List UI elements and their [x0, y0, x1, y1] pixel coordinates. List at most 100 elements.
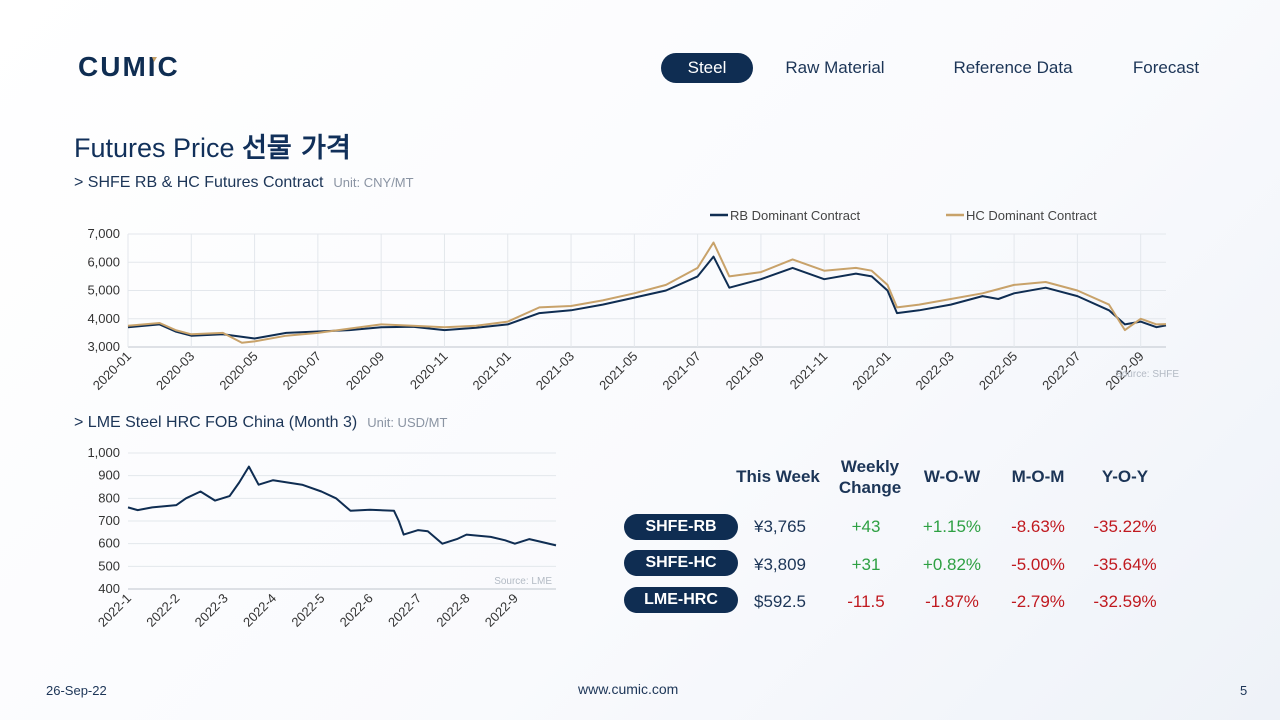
x-tick-label: 2022-05: [976, 349, 1020, 393]
x-tick-label: 2022-7: [385, 591, 424, 630]
x-tick-label: 2020-01: [90, 349, 134, 393]
cumic-logo: CUMIC: [78, 53, 180, 79]
footer-website[interactable]: www.cumic.com: [578, 681, 679, 697]
chart2-series: [127, 465, 557, 547]
series-line-1: [127, 465, 557, 547]
x-tick-label: 2021-03: [533, 349, 577, 393]
row-lme-hrc-wow: -1.87%: [925, 592, 979, 611]
x-tick-label: 2021-05: [596, 349, 640, 393]
page-title: Futures Price 선물 가격: [74, 126, 351, 165]
y-tick-label: 800: [98, 490, 120, 505]
row-shfe-hc-price: ¥3,809: [754, 555, 806, 574]
y-tick-label: 3,000: [87, 339, 120, 354]
x-tick-label: 2022-9: [482, 591, 521, 630]
section1-subtitle: > SHFE RB & HC Futures Contract Unit: CNY…: [74, 174, 414, 192]
x-tick-label: 2022-01: [849, 349, 893, 393]
chart1-x-ticks: 2020-01 2020-03 2020-05 2020-07 2020-09 2020-…: [90, 349, 1147, 393]
nav-tab-steel[interactable]: Steel: [661, 53, 753, 83]
top-nav: Steel Raw Material Reference Data Foreca…: [0, 53, 1280, 83]
header-this-week: This Week: [736, 467, 820, 486]
row-label-shfe-rb: SHFE-RB: [624, 514, 738, 540]
x-tick-label: 2022-5: [288, 591, 327, 630]
x-tick-label: 2020-05: [216, 349, 260, 393]
row-shfe-hc-yoy: -35.64%: [1093, 555, 1157, 574]
section2-unit: Unit: USD/MT: [367, 415, 448, 430]
x-tick-label: 2021-07: [659, 349, 703, 393]
page-title-ko: 선물 가격: [242, 133, 351, 164]
row-lme-hrc-yoy: -32.59%: [1093, 592, 1157, 611]
section1-title: > SHFE RB & HC Futures Contract: [74, 174, 324, 191]
row-shfe-rb-change: +43: [851, 517, 881, 536]
row-shfe-rb-mom: -8.63%: [1011, 517, 1065, 536]
series-line-2: [127, 241, 1167, 344]
y-tick-label: 7,000: [87, 226, 120, 241]
chart1-series: [127, 241, 1167, 344]
row-shfe-rb-yoy: -35.22%: [1093, 517, 1157, 536]
x-tick-label: 2021-09: [723, 349, 767, 393]
nav-tab-raw-material[interactable]: Raw Material: [785, 58, 885, 77]
row-shfe-hc-wow: +0.82%: [922, 555, 982, 574]
logo-text: CUMIC: [78, 53, 180, 79]
legend-rb-label: RB Dominant Contract: [730, 208, 860, 223]
header-mom: M-O-M: [1011, 467, 1065, 486]
header-weekly-change-line2: Change: [838, 478, 902, 497]
y-tick-label: 500: [98, 558, 120, 573]
y-tick-label: 700: [98, 513, 120, 528]
chart1-legend: RB Dominant Contract HC Dominant Contrac…: [710, 208, 1097, 223]
footer-date: 26-Sep-22: [46, 683, 107, 698]
chart2-y-ticks: 400 500 600 700 800 900 1,000: [87, 445, 120, 596]
x-tick-label: 2022-8: [433, 591, 472, 630]
chart1-gridlines: [127, 233, 1166, 348]
x-tick-label: 2022-2: [143, 591, 182, 630]
row-lme-hrc-change: -11.5: [847, 592, 885, 611]
y-tick-label: 900: [98, 468, 120, 483]
y-tick-label: 5,000: [87, 283, 120, 298]
header-wow: W-O-W: [923, 467, 981, 486]
header-weekly-change: Weekly Change: [828, 456, 912, 498]
logo-accent-mark: [152, 57, 157, 62]
x-tick-label: 2022-09: [1102, 349, 1146, 393]
chart2-x-ticks: 2022-1 2022-2 2022-3 2022-4 2022-5 2022-6 2022…: [95, 591, 521, 630]
x-tick-label: 2022-6: [337, 591, 376, 630]
x-tick-label: 2020-11: [407, 349, 451, 393]
x-tick-label: 2020-09: [343, 349, 387, 393]
nav-tab-forecast[interactable]: Forecast: [1132, 58, 1200, 77]
series-line-1: [127, 255, 1167, 340]
x-tick-label: 2020-07: [280, 349, 324, 393]
x-tick-label: 2022-03: [913, 349, 957, 393]
nav-tab-reference-data[interactable]: Reference Data: [953, 58, 1073, 77]
y-tick-label: 600: [98, 536, 120, 551]
x-tick-label: 2021-11: [787, 349, 831, 393]
x-tick-label: 2021-01: [470, 349, 514, 393]
x-tick-label: 2022-3: [192, 591, 231, 630]
y-tick-label: 4,000: [87, 311, 120, 326]
chart1-source: Source: SHFE: [1115, 369, 1179, 380]
chart1-y-ticks: 3,000 4,000 5,000 6,000 7,000: [87, 226, 120, 354]
section2-subtitle: > LME Steel HRC FOB China (Month 3) Unit:…: [74, 414, 447, 432]
chart2-gridlines: [128, 452, 556, 590]
y-tick-label: 1,000: [87, 445, 120, 460]
y-tick-label: 400: [98, 581, 120, 596]
section1-unit: Unit: CNY/MT: [333, 175, 414, 190]
x-tick-label: 2022-07: [1039, 349, 1083, 393]
row-shfe-hc-change: +31: [851, 555, 881, 574]
y-tick-label: 6,000: [87, 254, 120, 269]
legend-hc-label: HC Dominant Contract: [966, 208, 1097, 223]
header-yoy: Y-O-Y: [1101, 467, 1149, 486]
page-title-en: Futures Price: [74, 133, 235, 163]
row-label-lme-hrc: LME-HRC: [624, 587, 738, 613]
section2-title: > LME Steel HRC FOB China (Month 3): [74, 414, 358, 431]
row-shfe-rb-wow: +1.15%: [922, 517, 982, 536]
chart2-source: Source: LME: [494, 576, 552, 587]
x-tick-label: 2020-03: [153, 349, 197, 393]
row-lme-hrc-mom: -2.79%: [1011, 592, 1065, 611]
header-weekly-change-line1: Weekly: [840, 457, 900, 476]
row-label-shfe-hc: SHFE-HC: [624, 550, 738, 576]
x-tick-label: 2022-1: [95, 591, 134, 630]
row-shfe-hc-mom: -5.00%: [1011, 555, 1065, 574]
row-shfe-rb-price: ¥3,765: [754, 517, 806, 536]
footer-page-number: 5: [1240, 683, 1248, 698]
